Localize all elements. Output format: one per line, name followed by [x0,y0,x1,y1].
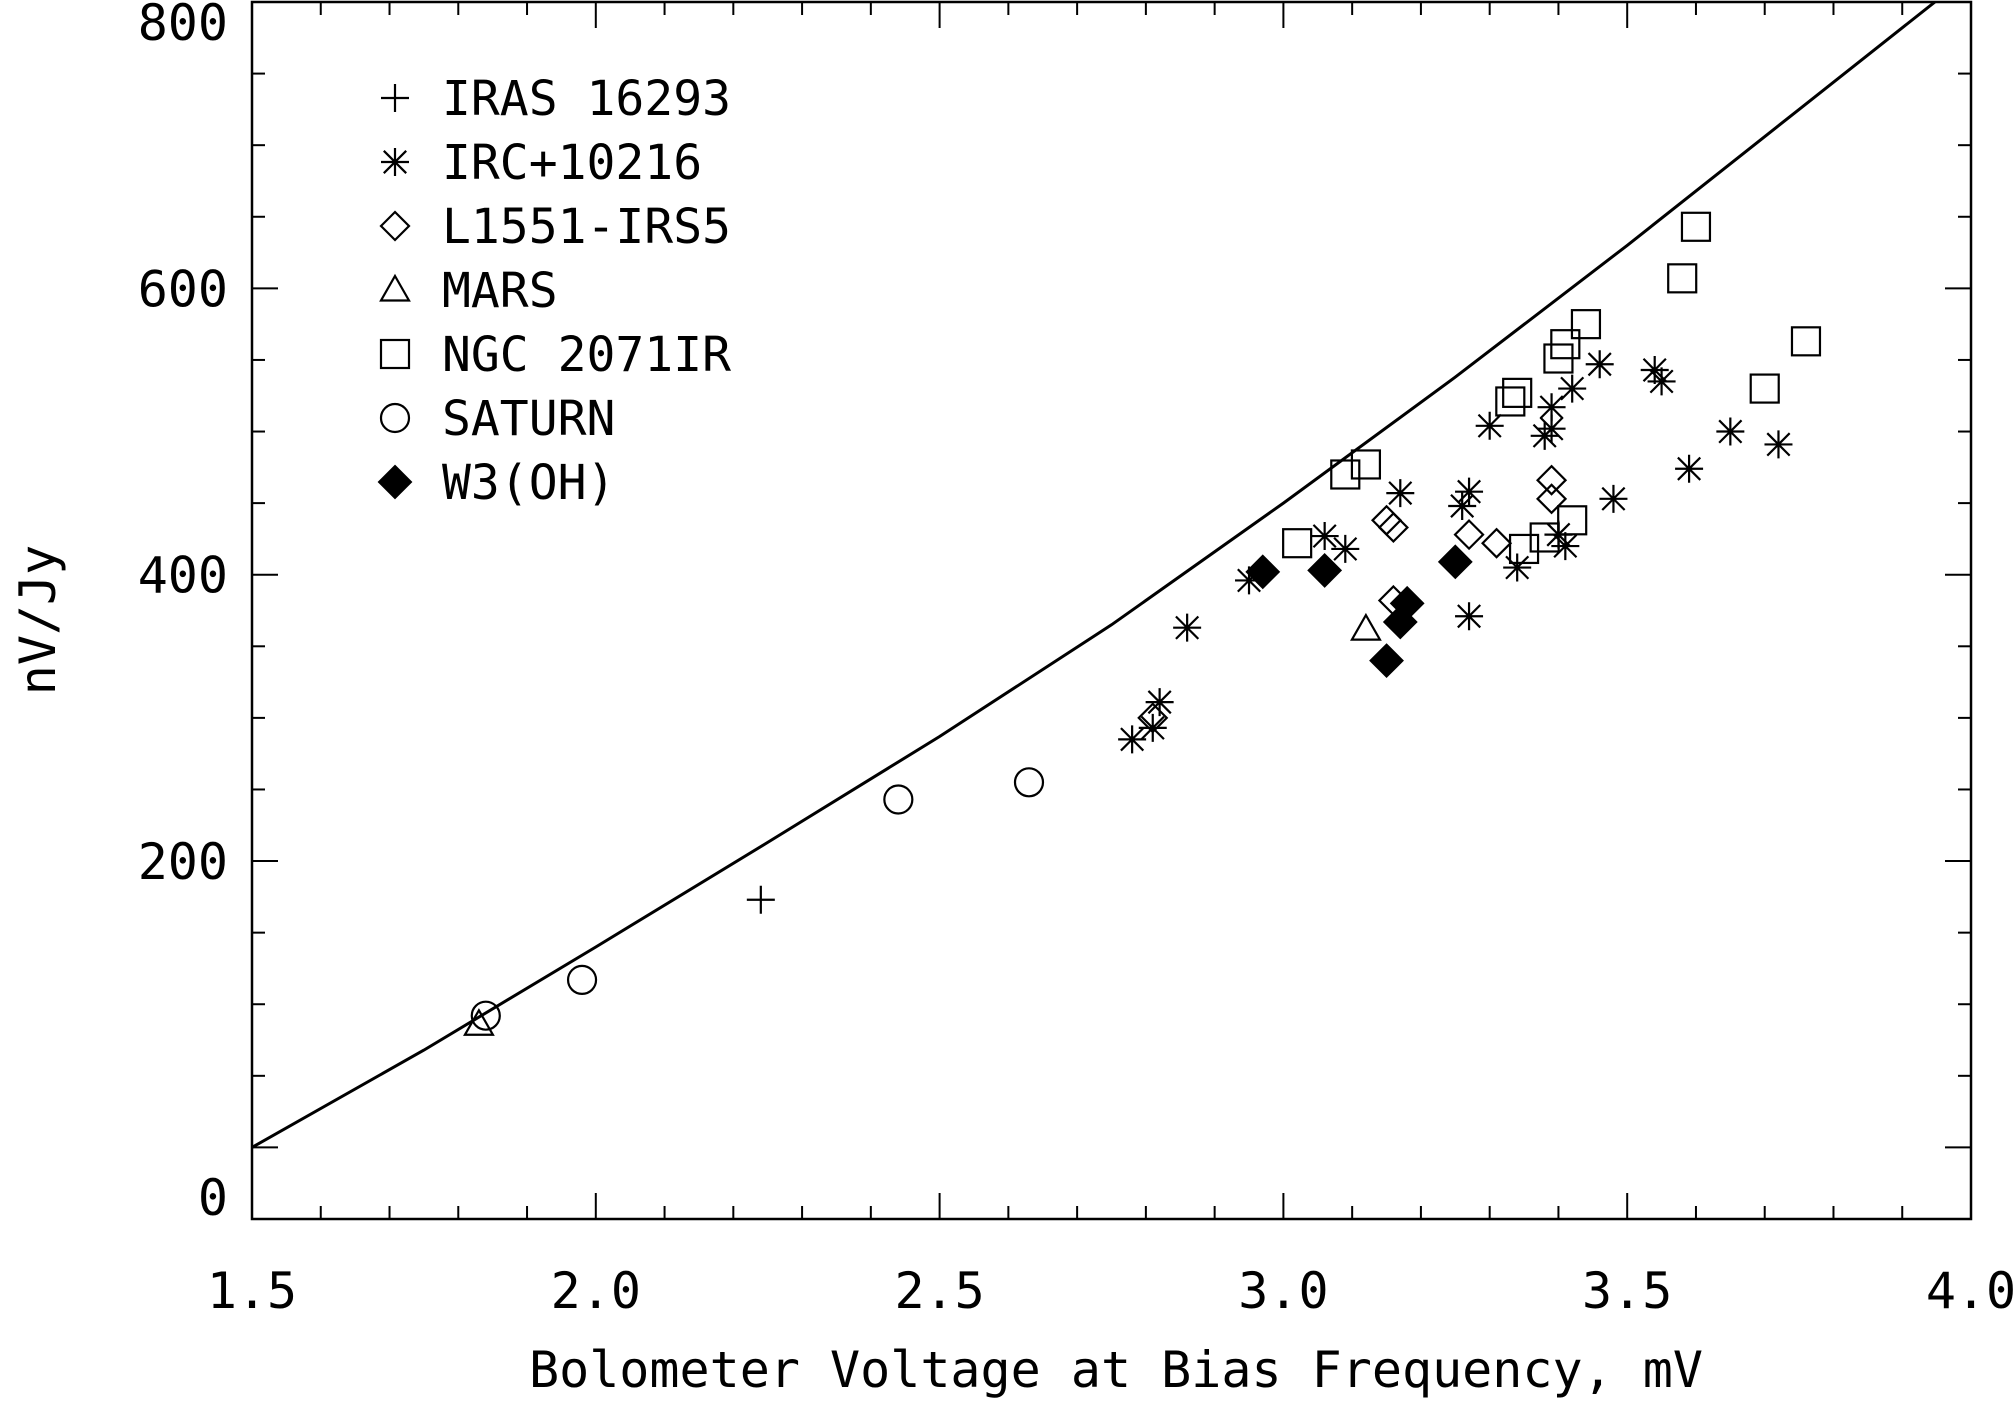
point-asterisk [1599,484,1628,513]
point-asterisk [1585,350,1614,379]
legend-label: W3(OH) [442,455,615,511]
point-asterisk [1455,477,1484,506]
point-square [1749,373,1780,404]
legend-label: IRC+10216 [442,135,702,191]
legend-label: IRAS 16293 [442,71,731,127]
point-filled-diamond [1245,554,1281,590]
point-square [1282,528,1313,559]
y-axis-title: nV/Jy [9,545,67,696]
point-asterisk [1640,355,1669,384]
legend-label: NGC 2071IR [442,327,731,383]
point-asterisk [1138,713,1167,742]
point-diamond [1536,464,1568,496]
point-diamond [1137,702,1169,734]
legend-label: SATURN [442,391,615,447]
x-tick-label: 4.0 [1926,1262,2016,1320]
legend-marker-plus [381,84,409,112]
fit-curve-layer [252,2,1938,1149]
point-diamond [1377,511,1409,544]
legend-marker-diamond [379,210,411,242]
x-tick-label: 1.5 [207,1262,297,1320]
point-asterisk [1551,532,1580,561]
legend-marker-square [379,338,411,370]
point-square [1350,449,1382,480]
point-square [1680,211,1712,242]
point-asterisk [1475,411,1504,440]
x-tick-label: 2.5 [894,1262,984,1320]
point-asterisk [1675,454,1704,483]
point-asterisk [1558,374,1587,403]
point-asterisk [1503,553,1532,582]
point-square [1570,309,1602,340]
legend-marker-triangle [379,273,411,302]
point-asterisk [1118,725,1147,754]
point-asterisk [1537,414,1566,443]
point-square [1557,505,1588,536]
point-filled-diamond [1389,585,1425,621]
point-asterisk [1235,566,1264,595]
point-square [1550,329,1581,360]
point-asterisk [1173,613,1202,642]
point-diamond [1481,527,1513,559]
legend-marker-asterisk [381,148,409,176]
fit-curve [252,2,1938,1149]
x-tick-label: 3.5 [1582,1262,1672,1320]
point-asterisk [1331,534,1360,563]
y-tick-label: 600 [138,260,228,318]
x-tick-label: 3.0 [1238,1262,1328,1320]
point-square [1502,377,1533,408]
y-tick-label: 0 [198,1169,228,1227]
y-tick-label: 400 [138,547,228,605]
point-asterisk [1386,479,1415,508]
point-circle [1013,767,1045,798]
point-diamond [1453,519,1485,551]
legend-label: MARS [442,263,558,319]
point-circle [566,964,598,995]
point-triangle [463,1008,495,1036]
x-tick-label: 2.0 [551,1262,641,1320]
y-tick-label: 200 [138,833,228,891]
point-asterisk [1537,393,1566,422]
point-square [1667,263,1698,294]
point-square [1529,522,1560,553]
legend-marker-circle [379,402,411,434]
data-points [463,211,1822,1036]
point-asterisk [1448,491,1477,520]
point-asterisk [1455,602,1484,631]
point-triangle [1350,612,1382,641]
point-asterisk [1145,688,1174,717]
point-asterisk [1310,522,1339,551]
point-asterisk [1764,430,1793,459]
point-filled-diamond [1307,552,1343,588]
point-square [1495,386,1526,417]
y-tick-label: 800 [138,0,228,52]
point-circle [883,784,914,815]
point-square [1330,459,1361,490]
point-filled-diamond [1369,643,1404,679]
point-asterisk [1647,367,1676,396]
legend-marker-filled-diamond [377,464,413,500]
point-filled-diamond [1437,544,1473,580]
point-square [1790,326,1822,357]
point-plus [746,885,775,914]
axes: 1.5 2.0 2.5 3.0 3.5 4.0 0 200 400 600 800 [138,0,2016,1320]
legend: IRAS 16293 IRC+10216 L1551-IRS5 MARS NGC 207… [377,71,731,511]
x-axis-title: Bolometer Voltage at Bias Frequency, mV [529,1341,1703,1399]
plot-frame [250,0,1973,1221]
point-circle [470,1000,501,1031]
point-square [1508,533,1540,565]
legend-label: L1551-IRS5 [442,199,731,255]
point-asterisk [1716,417,1745,446]
point-diamond [1536,483,1568,515]
